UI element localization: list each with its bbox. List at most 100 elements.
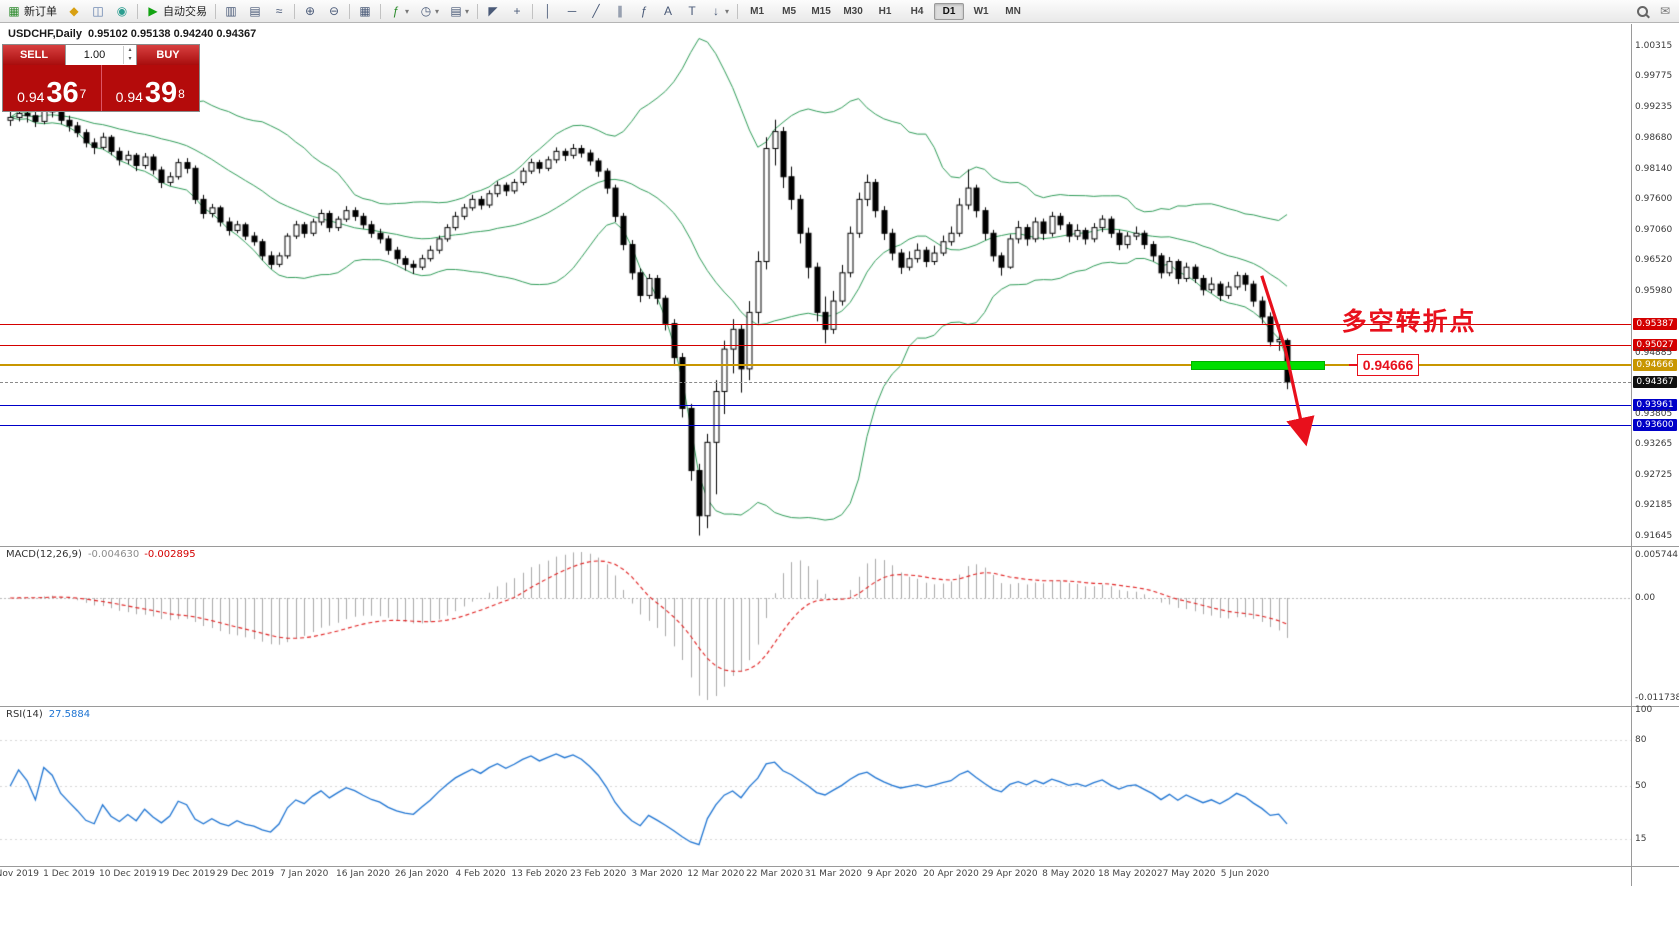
line-chart-icon[interactable]: ≈ — [275, 4, 283, 18]
text-icon[interactable]: A — [664, 4, 673, 18]
bar-chart-icon[interactable]: ▥ — [225, 4, 237, 18]
chart-title: USDCHF,Daily 0.95102 0.95138 0.94240 0.94… — [8, 28, 256, 40]
price-callout-label[interactable]: 0.94666 — [1348, 354, 1420, 376]
buy-price[interactable]: 0.94 39 8 — [115, 77, 185, 110]
date-label: 26 Jan 2020 — [394, 869, 449, 879]
cursor-icon[interactable]: ◤ — [488, 4, 498, 18]
price-scale-label: 0.98680 — [1635, 133, 1673, 143]
sell-button[interactable]: SELL — [3, 45, 65, 65]
horizontal-level-line-0.93961[interactable] — [0, 405, 1631, 406]
volume-value[interactable]: 1.00 — [83, 49, 106, 61]
toolbar-separator — [737, 3, 739, 19]
community-icon[interactable]: ◉ — [116, 4, 128, 18]
zoom-out-icon[interactable]: ⊖ — [328, 4, 340, 18]
trendline-icon[interactable]: ╱ — [592, 4, 600, 18]
price-tag-0.93600: 0.93600 — [1633, 419, 1677, 431]
one-click-trading-panel: SELL 1.00 ▴ ▾ BUY 0.94 36 7 0.94 39 8 — [2, 44, 200, 112]
chevron-down-icon: ▾ — [725, 6, 730, 16]
candlestick-chart-icon[interactable]: ▤ — [249, 4, 261, 18]
key-level-highlight-bar[interactable] — [1190, 361, 1325, 370]
arrows-button[interactable]: ↓ ▾ — [713, 4, 730, 18]
horizontal-level-line-0.95027[interactable] — [0, 345, 1631, 346]
toolbar-separator — [349, 3, 350, 19]
volume-down-icon[interactable]: ▾ — [128, 56, 132, 62]
timeframes-button[interactable]: ◷ ▾ — [420, 4, 440, 18]
timeframe-m1-button[interactable]: M1 — [750, 5, 765, 17]
toolbar: ▦ 新订单 ◆ ◫ ◉ ▶ 自动交易 ▥ ▤ ≈ ⊕ ⊖ ▦ ƒ ▾ ◷ ▾ ▤ ▾ ◤ + │ ─ ╱ ∥ ƒ A T ↓ ▾ M1 M5 M… — [0, 0, 1679, 23]
timeframe-d1-button[interactable]: D1 — [934, 2, 965, 20]
date-label: 4 Feb 2020 — [455, 869, 506, 879]
volume-stepper[interactable]: 1.00 ▴ ▾ — [65, 45, 137, 65]
date-label: 23 Feb 2020 — [570, 869, 627, 879]
price-tag-0.94367: 0.94367 — [1633, 376, 1677, 388]
sell-price[interactable]: 0.94 36 7 — [3, 65, 102, 111]
date-label: 18 May 2020 — [1098, 869, 1157, 879]
date-label: 5 Jun 2020 — [1220, 869, 1270, 879]
horizontal-level-line-0.95387[interactable] — [0, 324, 1631, 325]
new-order-button[interactable]: ▦ 新订单 — [8, 4, 57, 18]
rsi-scale-label: 100 — [1635, 705, 1653, 715]
date-label: 7 Jan 2020 — [280, 869, 329, 879]
toolbar-separator — [477, 3, 479, 19]
price-scale-label: 0.99775 — [1635, 71, 1673, 81]
price-scale-label: 0.99235 — [1635, 102, 1673, 112]
horizontal-level-line-0.94666[interactable] — [0, 364, 1631, 366]
price-scale-label: 1.00315 — [1635, 41, 1673, 51]
price-scale-label: 0.98140 — [1635, 164, 1673, 174]
price-scale-label: 0.93265 — [1635, 439, 1673, 449]
time-axis-separator — [0, 866, 1679, 867]
chevron-down-icon: ▾ — [405, 6, 410, 16]
timeframe-m5-button[interactable]: M5 — [782, 5, 797, 17]
price-scale-label: 0.93805 — [1635, 409, 1673, 419]
indicators-button[interactable]: ƒ ▾ — [392, 4, 410, 18]
zoom-in-icon[interactable]: ⊕ — [304, 4, 316, 18]
horizontal-level-line-0.93600[interactable] — [0, 425, 1631, 426]
timeframe-h4-button[interactable]: H4 — [910, 5, 924, 17]
price-tag-0.95387: 0.95387 — [1633, 318, 1677, 330]
date-label: 16 Jan 2020 — [336, 869, 390, 879]
mail-icon[interactable]: ✉ — [1659, 4, 1671, 18]
channel-icon[interactable]: ∥ — [617, 4, 624, 18]
buy-button[interactable]: BUY — [137, 45, 199, 65]
label-icon[interactable]: T — [688, 4, 696, 18]
timeframe-w1-button[interactable]: W1 — [973, 5, 989, 17]
price-scale-label: 0.96520 — [1635, 255, 1673, 265]
timeframe-m15-button[interactable]: M15 — [811, 5, 831, 17]
fibonacci-icon[interactable]: ƒ — [640, 4, 648, 18]
turning-point-annotation[interactable]: 多空转折点 — [1341, 308, 1477, 336]
vertical-line-icon[interactable]: │ — [544, 4, 552, 18]
profiles-icon[interactable]: ◫ — [92, 4, 104, 18]
timeframe-m30-button[interactable]: M30 — [843, 5, 863, 17]
date-label: 12 Mar 2020 — [687, 869, 745, 879]
autotrading-button[interactable]: ▶ 自动交易 — [148, 4, 207, 18]
horizontal-line-icon[interactable]: ─ — [567, 4, 577, 18]
search-icon[interactable] — [1633, 1, 1652, 22]
price-tag-0.95027: 0.95027 — [1633, 339, 1677, 351]
date-label: 1 Dec 2019 — [43, 869, 95, 879]
macd-panel-splitter[interactable] — [0, 546, 1679, 547]
toolbar-separator — [137, 3, 138, 19]
tile-windows-icon[interactable]: ▦ — [359, 4, 371, 18]
metaeditor-icon[interactable]: ◆ — [69, 4, 79, 18]
price-tag-0.94666: 0.94666 — [1633, 359, 1677, 371]
toolbar-separator — [294, 3, 295, 19]
price-axis[interactable]: 0.95387 0.95027 0.94666 0.94367 0.93961 0.936… — [1631, 24, 1679, 886]
templates-button[interactable]: ▤ ▾ — [450, 4, 470, 18]
timeframe-h1-button[interactable]: H1 — [878, 5, 892, 17]
price-scale-label: 0.91645 — [1635, 531, 1673, 541]
toolbar-separator — [215, 3, 216, 19]
symbol-period-label: USDCHF,Daily — [8, 28, 82, 40]
timeframe-mn-button[interactable]: MN — [1005, 5, 1021, 17]
date-label: 3 Mar 2020 — [631, 869, 683, 879]
price-scale-label: 0.97060 — [1635, 225, 1673, 235]
crosshair-icon[interactable]: + — [513, 4, 521, 18]
rsi-panel-splitter[interactable] — [0, 706, 1679, 707]
volume-up-icon[interactable]: ▴ — [128, 47, 132, 53]
current-price-line-0.94367[interactable] — [0, 382, 1631, 383]
chevron-down-icon: ▾ — [435, 6, 440, 16]
rsi-scale-label: 50 — [1635, 781, 1647, 791]
date-label: 13 Feb 2020 — [511, 869, 568, 879]
